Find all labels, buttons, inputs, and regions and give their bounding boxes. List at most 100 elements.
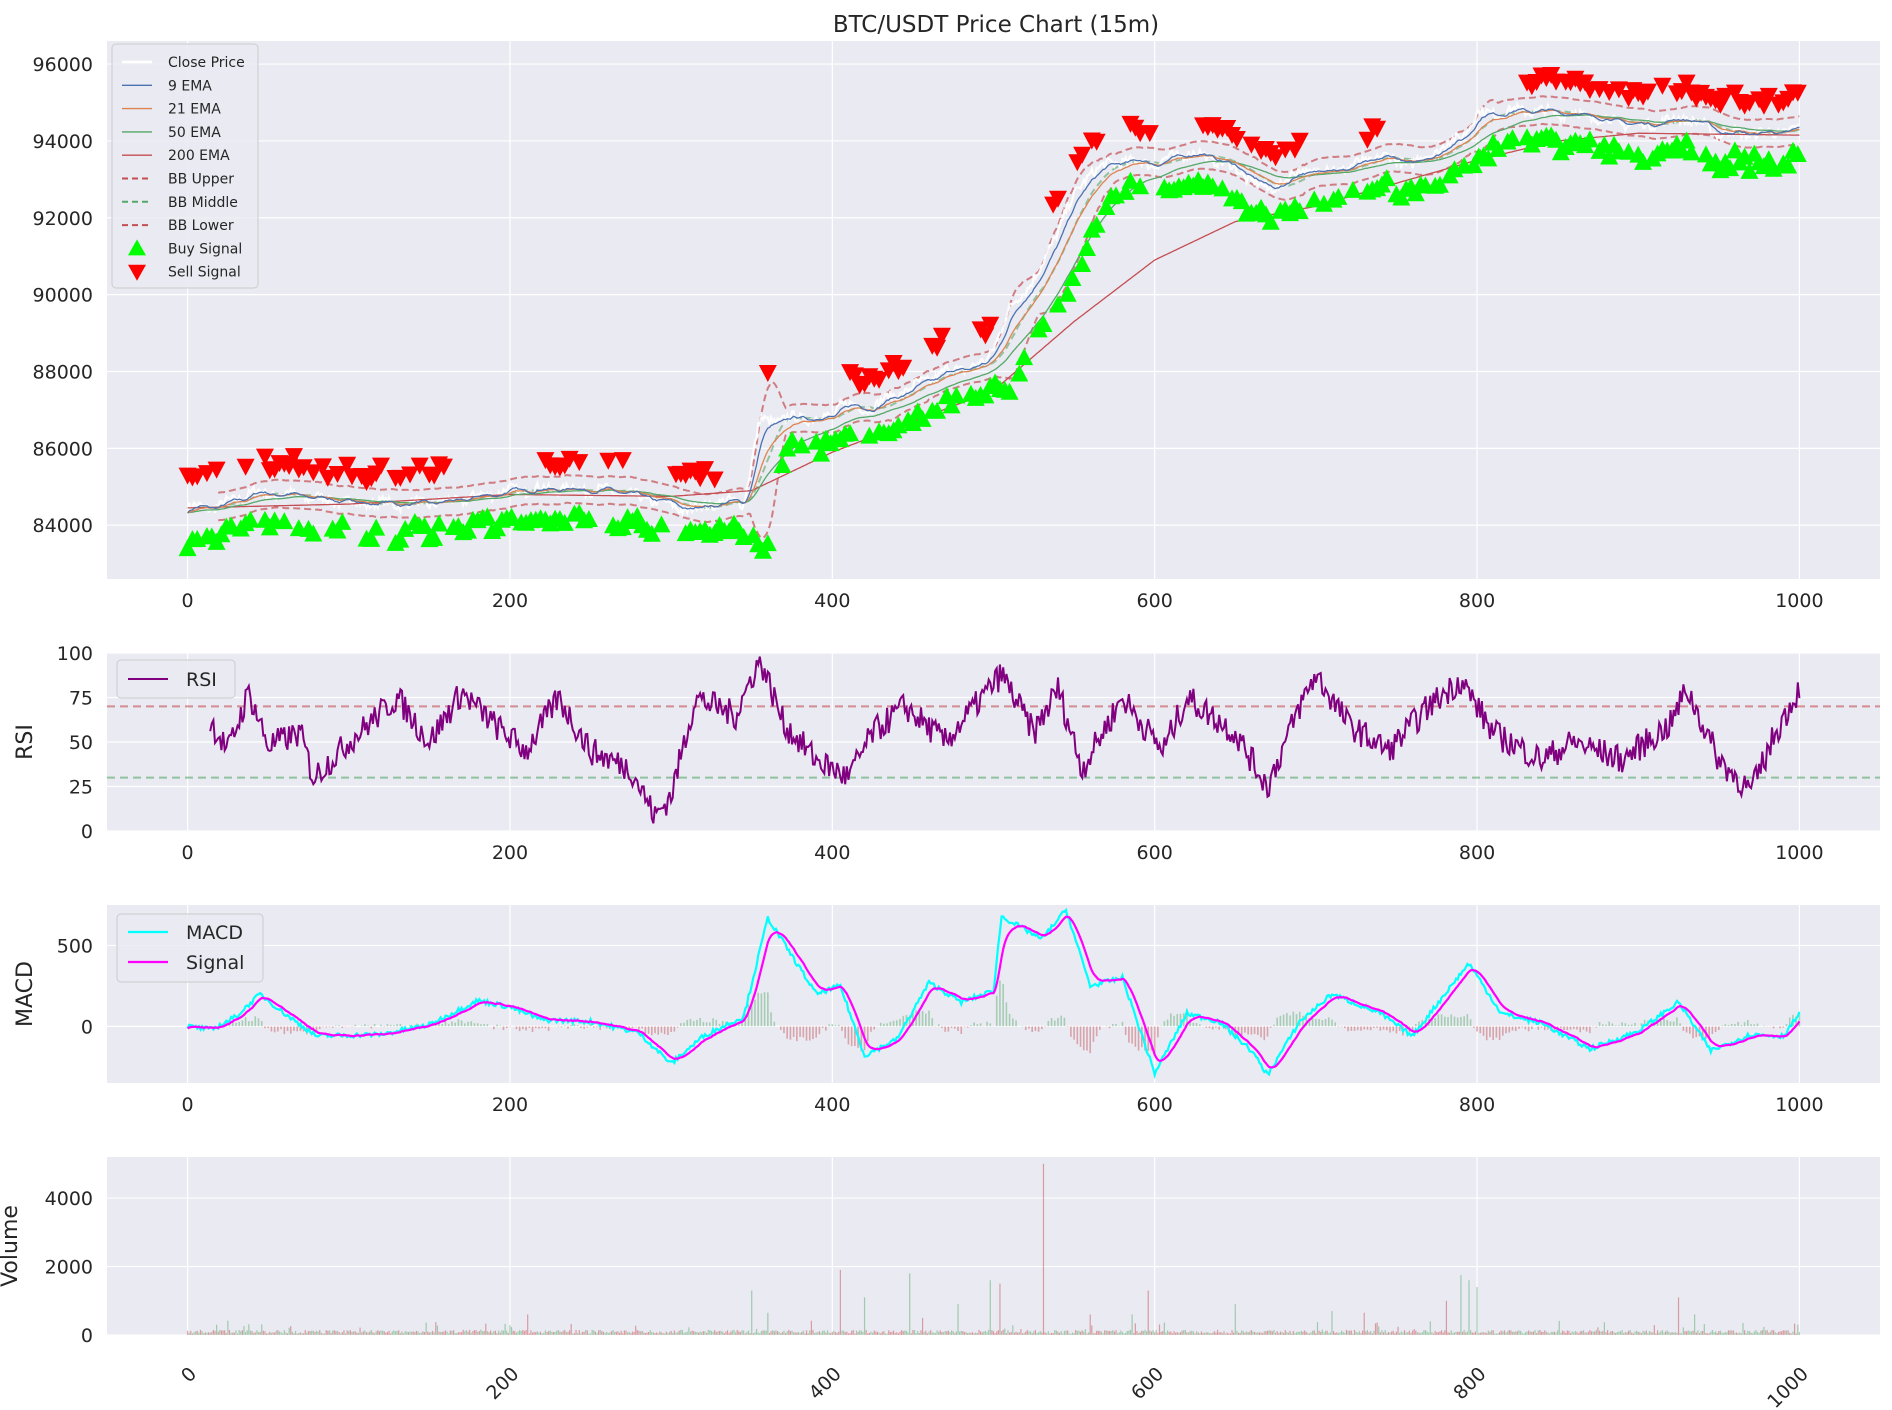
volume-bar	[651, 1332, 653, 1335]
macd-histogram-bar	[805, 1026, 808, 1041]
volume-bar	[1611, 1331, 1614, 1335]
macd-histogram-bar	[1489, 1026, 1491, 1038]
sell-signal-marker	[318, 469, 337, 487]
macd-histogram-bar	[1444, 1016, 1446, 1027]
volume-bar	[577, 1333, 579, 1335]
volume-bar	[636, 1330, 638, 1335]
macd-histogram-bar	[318, 1026, 321, 1030]
volume-bar	[1411, 1330, 1414, 1335]
volume-bar	[1020, 1329, 1022, 1335]
volume-bar	[349, 1330, 351, 1335]
rsi-y-tick-label: 50	[69, 732, 93, 754]
volume-bar	[996, 1331, 998, 1335]
macd-histogram-bar	[599, 1026, 602, 1030]
volume-bar	[1681, 1333, 1683, 1335]
sell-signal-marker	[599, 452, 618, 470]
volume-bar	[1519, 1330, 1522, 1335]
macd-histogram-bar	[1418, 1021, 1420, 1027]
macd-histogram-bar	[270, 1026, 273, 1032]
macd-histogram-bar	[1785, 1024, 1788, 1027]
sell-signal-marker	[372, 457, 391, 475]
volume-bar	[1450, 1330, 1452, 1335]
volume-bar	[523, 1331, 526, 1335]
macd-histogram-bar	[531, 1026, 534, 1033]
volume-bar	[852, 1330, 854, 1335]
volume-bar	[1747, 1330, 1749, 1335]
macd-histogram-bar	[1627, 1024, 1630, 1027]
volume-bar	[738, 1331, 740, 1335]
buy-signal-marker	[1058, 284, 1077, 302]
volume-bar	[970, 1332, 972, 1335]
volume-bar	[401, 1331, 403, 1335]
volume-bar	[1492, 1330, 1494, 1335]
buy-signal-marker	[1261, 212, 1280, 230]
macd-histogram-bar	[1788, 1017, 1791, 1027]
volume-bar	[978, 1329, 980, 1335]
volume-bar	[1727, 1330, 1730, 1335]
macd-histogram-bar	[1560, 1026, 1562, 1029]
macd-histogram-bar	[341, 1026, 344, 1028]
volume-bar	[502, 1330, 505, 1335]
volume-bar	[1760, 1330, 1762, 1335]
volume-bar	[1131, 1314, 1133, 1335]
volume-bar	[373, 1333, 376, 1335]
volume-bar	[382, 1330, 384, 1335]
volume-bar	[1194, 1333, 1196, 1335]
volume-bar	[1432, 1333, 1435, 1335]
volume-bar	[1018, 1332, 1020, 1335]
volume-bar	[475, 1330, 477, 1335]
volume-bar	[257, 1332, 260, 1335]
macd-histogram-bar	[267, 1026, 269, 1029]
macd-histogram-bar	[1166, 1019, 1169, 1027]
volume-bar	[493, 1330, 495, 1335]
macd-histogram-bar	[525, 1026, 527, 1031]
volume-bar	[535, 1332, 537, 1335]
macd-histogram-bar	[1356, 1026, 1359, 1031]
macd-histogram-bar	[1363, 1026, 1366, 1030]
macd-histogram-bar	[1173, 1015, 1175, 1027]
volume-bar	[726, 1330, 729, 1335]
macd-histogram-bar	[1569, 1026, 1572, 1030]
volume-y-tick-label: 0	[81, 1325, 93, 1347]
macd-histogram-bar	[360, 1025, 363, 1027]
macd-histogram-bar	[860, 1026, 863, 1052]
rsi-y-axis-label: RSI	[13, 724, 38, 760]
macd-histogram-bar	[1531, 1026, 1533, 1030]
volume-bar	[1365, 1331, 1367, 1335]
volume-bar	[1505, 1332, 1507, 1335]
volume-bar	[1619, 1331, 1622, 1335]
volume-bar	[728, 1333, 730, 1335]
volume-bar	[517, 1331, 519, 1335]
macd-histogram-bar	[925, 1013, 927, 1027]
volume-bar	[378, 1331, 380, 1335]
volume-bar	[1521, 1332, 1523, 1335]
macd-histogram-bar	[1179, 1013, 1182, 1027]
volume-bar	[317, 1331, 319, 1335]
macd-histogram-bar	[1553, 1026, 1556, 1033]
macd-histogram-bar	[1611, 1023, 1614, 1027]
volume-bar	[1610, 1331, 1612, 1335]
volume-bar	[354, 1331, 356, 1335]
volume-bar	[602, 1331, 605, 1335]
volume-bar	[1023, 1332, 1025, 1335]
macd-histogram-bar	[1434, 1018, 1436, 1027]
volume-bar	[383, 1331, 385, 1335]
volume-bar	[818, 1331, 821, 1335]
macd-histogram-bar	[1450, 1014, 1453, 1027]
buy-signal-marker	[1131, 177, 1150, 195]
volume-bar	[388, 1330, 390, 1335]
macd-histogram-bar	[235, 1022, 237, 1027]
volume-bar	[1679, 1332, 1681, 1335]
price-y-tick-label: 86000	[33, 438, 93, 460]
volume-bar	[589, 1333, 592, 1335]
volume-bar	[1552, 1331, 1554, 1335]
volume-bar	[1420, 1333, 1422, 1335]
volume-bar	[1789, 1332, 1791, 1335]
macd-histogram-bar	[1395, 1026, 1398, 1034]
volume-bar	[689, 1331, 692, 1335]
volume-bar	[469, 1329, 471, 1335]
volume-bar	[1574, 1331, 1576, 1335]
volume-bar	[741, 1330, 743, 1335]
macd-histogram-bar	[1092, 1026, 1095, 1042]
